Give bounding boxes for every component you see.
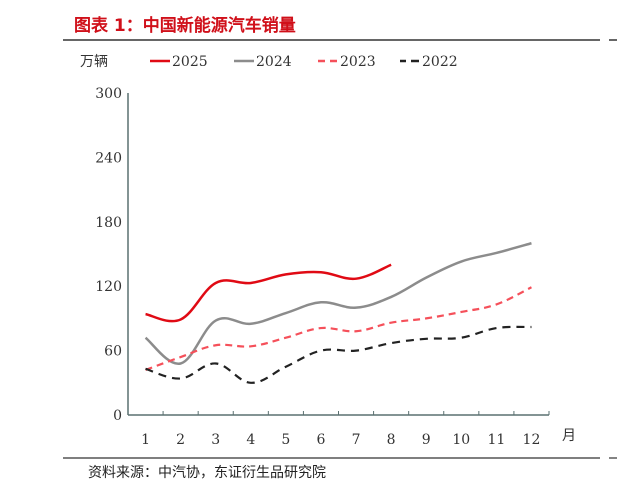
y-unit-label: 万辆 [80, 54, 108, 70]
y-tick-label: 300 [95, 86, 122, 102]
source-note: 资料来源：中汽协，东证衍生品研究院 [88, 465, 326, 481]
y-tick-label: 0 [113, 408, 122, 424]
series-line-2025 [145, 263, 392, 323]
chart-title: 图表 1：中国新能源汽车销量 [74, 15, 296, 36]
y-tick-label: 240 [95, 150, 122, 166]
x-tick-label: 10 [452, 432, 470, 448]
x-unit-label: 月 [562, 428, 576, 444]
y-tick-label: 120 [95, 279, 122, 295]
x-tick-label: 5 [281, 432, 290, 448]
legend-label-2025: 2025 [172, 54, 208, 70]
x-tick-label: 1 [141, 432, 150, 448]
x-tick-label: 9 [422, 432, 431, 448]
y-tick-label: 60 [104, 344, 122, 360]
legend-label-2023: 2023 [340, 54, 376, 70]
series-line-2023 [145, 286, 532, 371]
x-tick-label: 11 [487, 432, 505, 448]
legend-label-2022: 2022 [422, 54, 458, 70]
series-line-2024 [144, 242, 532, 365]
legend-label-2024: 2024 [256, 54, 292, 70]
series-lines [144, 242, 532, 384]
x-tick-label: 12 [523, 432, 541, 448]
series-line-2022 [145, 325, 532, 384]
x-tick-label: 3 [211, 432, 220, 448]
x-tick-label: 8 [387, 432, 396, 448]
legend: 2025 2024 2023 2022 [150, 54, 458, 70]
x-tick-label: 7 [352, 432, 361, 448]
x-tick-label: 6 [316, 432, 325, 448]
x-tick-label: 4 [246, 432, 255, 448]
x-tick-label: 2 [176, 432, 185, 448]
y-tick-label: 180 [95, 215, 122, 231]
